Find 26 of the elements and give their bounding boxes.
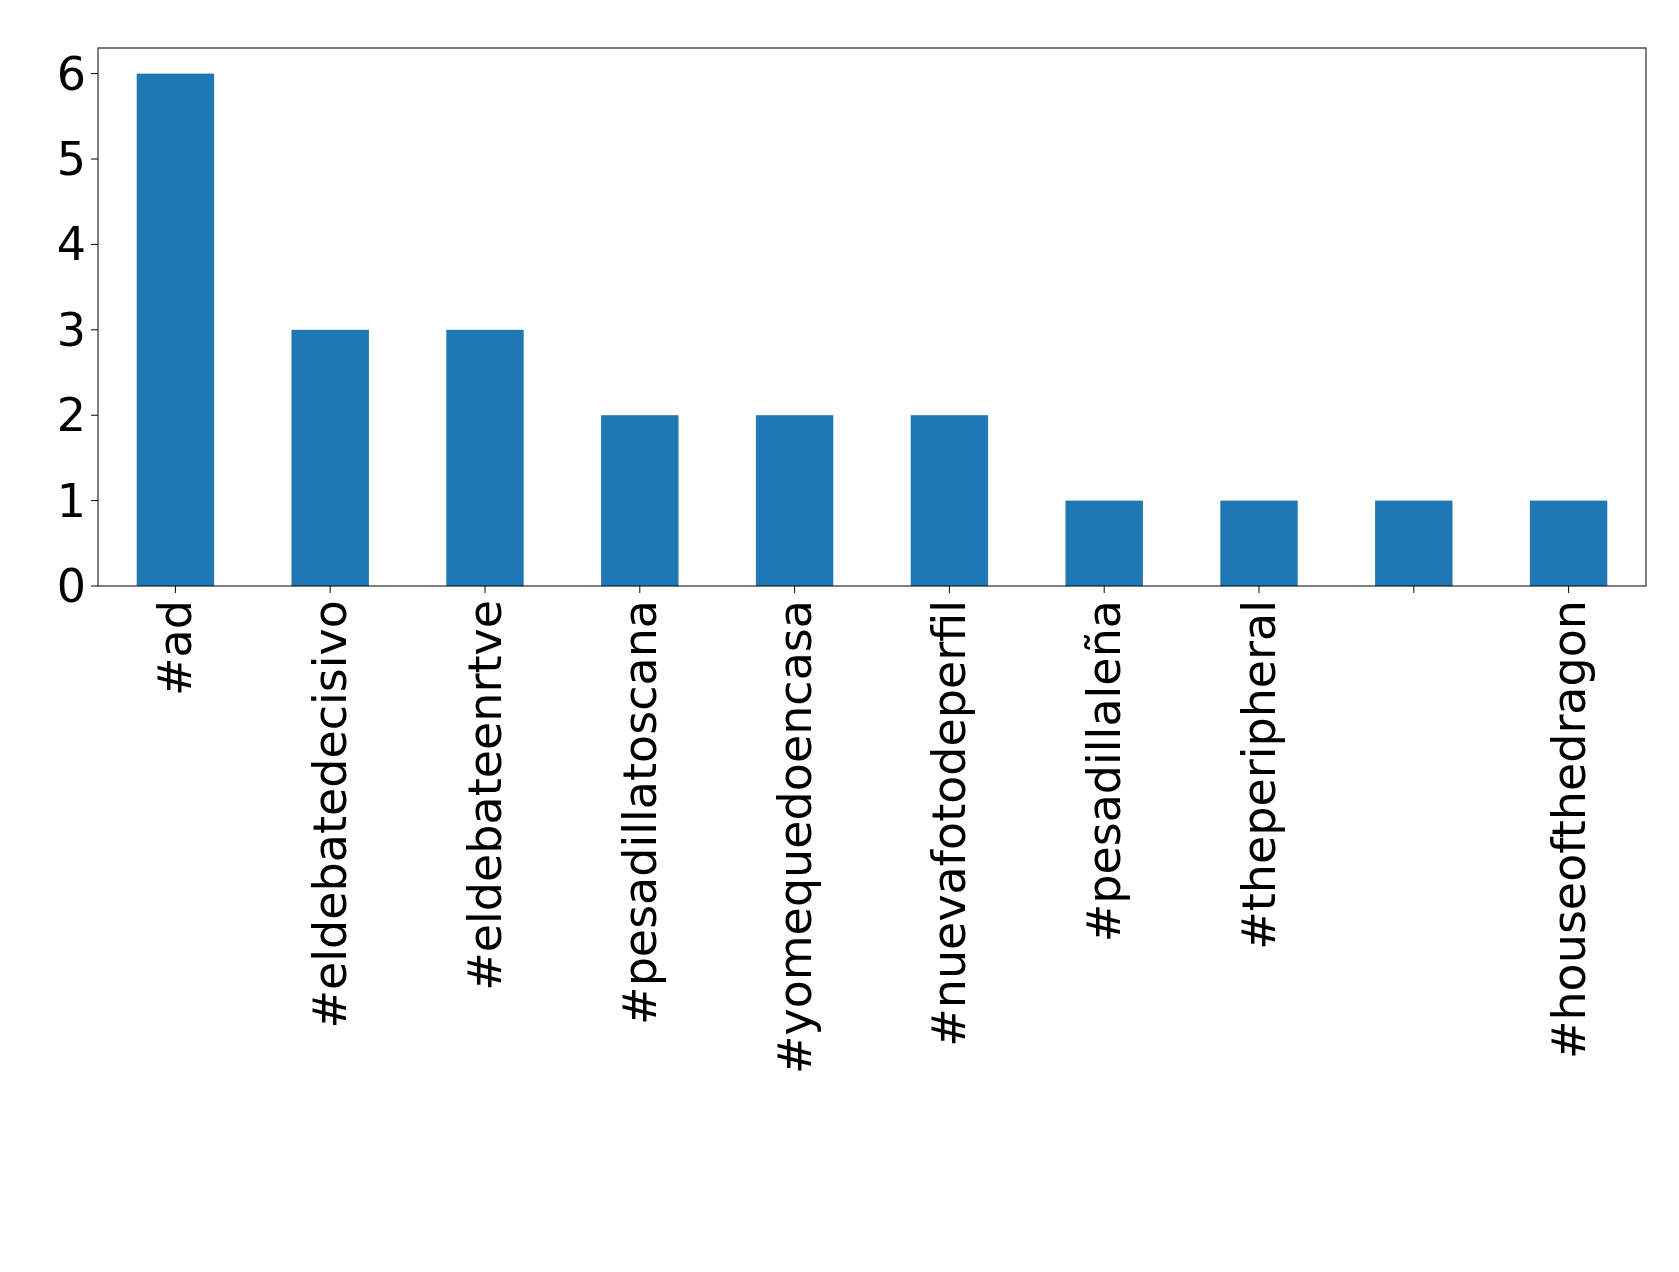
y-tick-label: 5	[56, 132, 86, 187]
y-tick-label: 1	[56, 473, 86, 528]
y-tick-label: 4	[56, 217, 86, 272]
x-tick-label: #yomequedoencasa	[767, 600, 822, 1075]
x-tick-label: #nuevafotodeperfil	[922, 600, 977, 1047]
bar	[1065, 500, 1143, 586]
bar	[1529, 500, 1608, 586]
bar	[136, 73, 215, 586]
x-tick-label: #theperipheral	[1232, 600, 1286, 950]
bar	[910, 415, 989, 586]
y-tick-label: 2	[56, 388, 86, 443]
x-tick-label: #eldebateenrtve	[458, 600, 512, 991]
y-tick-label: 6	[56, 46, 86, 101]
bar	[291, 329, 369, 586]
x-tick-label: #pesadillaleña	[1077, 600, 1132, 943]
x-tick-label: #houseofthedragon	[1541, 600, 1596, 1060]
bar	[446, 329, 524, 586]
x-tick-label: #ad	[148, 600, 203, 696]
bar	[601, 415, 679, 586]
bar	[755, 415, 834, 586]
x-tick-label: #pesadillatoscana	[612, 600, 667, 1025]
y-tick-label: 0	[56, 559, 86, 613]
y-tick-label: 3	[56, 302, 86, 357]
bar	[1375, 500, 1453, 586]
x-tick-label: #eldebatedecisivo	[303, 600, 358, 1029]
bar	[1220, 500, 1298, 586]
